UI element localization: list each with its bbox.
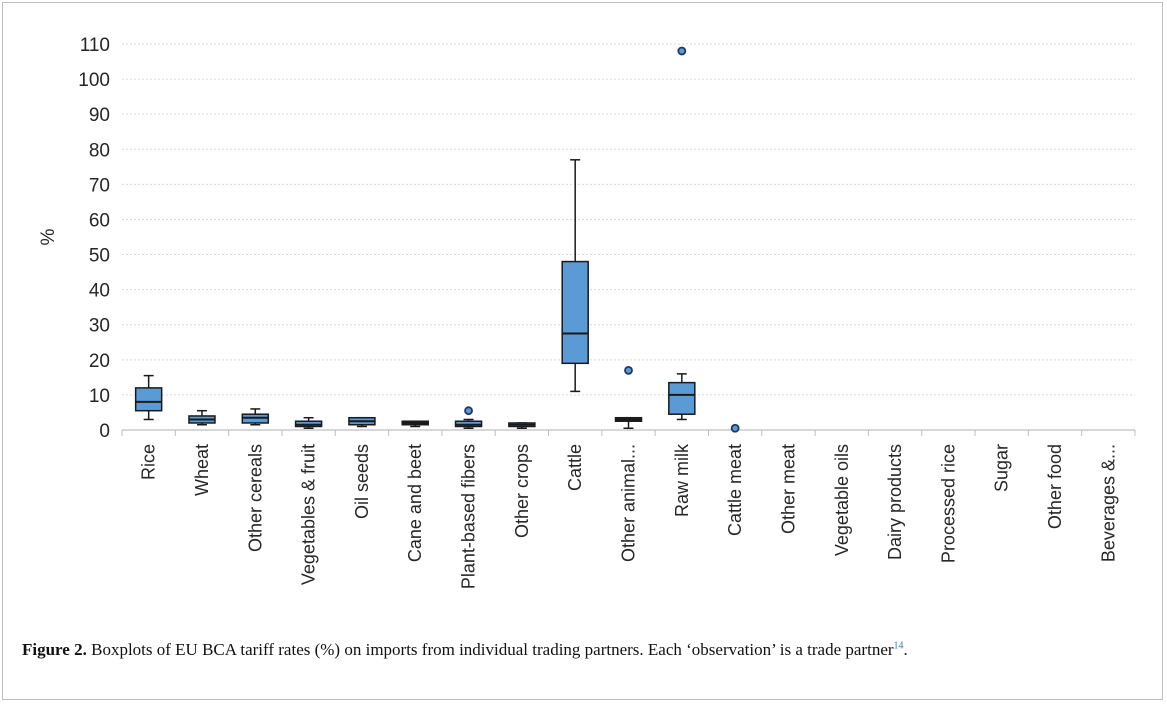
box-group — [508, 422, 536, 429]
outlier-point — [677, 46, 687, 56]
box-iqr — [134, 387, 163, 412]
x-category-label: Vegetables & fruit — [299, 444, 319, 585]
box-group — [614, 365, 643, 429]
y-tick-label: 0 — [99, 421, 110, 442]
box-iqr — [561, 260, 589, 365]
x-category-label: Wheat — [192, 444, 212, 496]
y-tick-label: 40 — [89, 281, 110, 302]
box-group — [294, 416, 323, 429]
x-category-label: Other crops — [512, 444, 532, 538]
y-tick-label: 10 — [89, 386, 110, 407]
y-tick-label: 30 — [89, 316, 110, 337]
y-tick-label: 90 — [89, 105, 110, 126]
box-group — [454, 406, 483, 429]
box-group — [401, 420, 429, 428]
x-category-label: Dairy products — [885, 444, 905, 560]
y-tick-label: 110 — [80, 35, 110, 56]
box-group — [241, 408, 270, 426]
box-group — [188, 409, 216, 426]
x-category-label: Plant-based fibers — [459, 444, 479, 589]
y-axis-title: % — [38, 228, 59, 245]
x-category-label: Oil seeds — [352, 444, 372, 519]
figure-label: Figure 2. — [22, 640, 87, 659]
x-category-label: Processed rice — [938, 444, 958, 563]
x-category-label: Beverages &... — [1098, 444, 1118, 562]
x-category-label: Other meat — [778, 444, 798, 534]
x-category-label: Sugar — [992, 444, 1012, 492]
y-tick-label: 70 — [89, 175, 110, 196]
boxplot-chart: 0 10 20 30 40 50 60 70 80 90 100 110 Rice Wheat Other… — [38, 35, 1136, 589]
x-category-label: Cane and beet — [405, 444, 425, 562]
x-category-label: Cattle — [565, 444, 585, 491]
x-category-label: Cattle meat — [725, 444, 745, 536]
x-category-label: Rice — [139, 444, 159, 480]
x-category-label: Other cereals — [245, 444, 265, 552]
x-category-labels: Rice Wheat Other cereals Vegetables & fruit… — [139, 443, 1119, 589]
box-group — [348, 416, 376, 428]
boxplot-series — [134, 46, 740, 433]
y-tick-label: 50 — [89, 246, 110, 267]
outlier-point — [464, 406, 473, 416]
x-category-label: Raw milk — [672, 443, 692, 517]
box-iqr — [668, 381, 696, 415]
caption-text: Boxplots of EU BCA tariff rates (%) on i… — [86, 640, 894, 659]
gridlines — [121, 43, 1136, 436]
y-tick-labels: 0 10 20 30 40 50 60 70 80 90 100 110 — [78, 35, 110, 442]
figure-caption: Figure 2. Boxplots of EU BCA tariff rate… — [22, 640, 1152, 660]
caption-end: . — [903, 640, 908, 659]
box-group — [730, 423, 740, 433]
y-tick-label: 60 — [89, 210, 110, 231]
y-tick-label: 100 — [78, 70, 110, 91]
y-tick-label: 20 — [89, 351, 110, 372]
box-group — [668, 46, 696, 421]
outlier-point — [730, 423, 740, 433]
box-group — [561, 159, 589, 393]
caption-reference[interactable]: 14 — [893, 640, 904, 652]
x-category-label: Vegetable oils — [832, 444, 852, 556]
x-category-label: Other food — [1045, 444, 1065, 529]
y-tick-label: 80 — [89, 140, 110, 161]
box-group — [134, 374, 163, 421]
x-category-label: Other animal... — [619, 444, 639, 562]
outlier-point — [624, 365, 633, 375]
